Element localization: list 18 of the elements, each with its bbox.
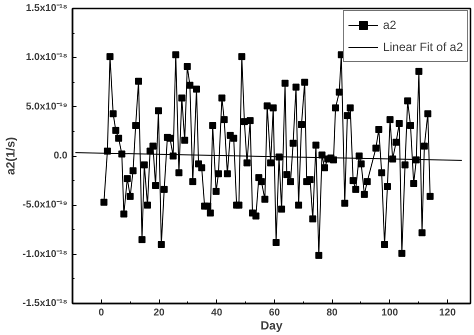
- x-tick-label: 40: [211, 308, 223, 318]
- legend-label: Linear Fit of a2: [382, 40, 463, 54]
- x-axis-title: Day: [260, 318, 283, 332]
- y-tick-label: 1.5x10⁻¹⁸: [26, 3, 68, 14]
- x-tick-label: 60: [268, 308, 280, 318]
- y-axis-title: a2(1/s): [4, 136, 18, 176]
- x-tick-label: 20: [153, 308, 166, 318]
- y-tick-label: 5.0x10⁻¹⁹: [26, 101, 68, 112]
- y-tick-label: -1.0x10⁻¹⁸: [22, 248, 68, 260]
- x-tick-label: 120: [439, 308, 456, 318]
- x-tick-label: 80: [326, 308, 338, 318]
- x-tick-label: 0: [98, 308, 105, 318]
- y-tick-label: -1.5x10⁻¹⁸: [22, 298, 68, 309]
- x-tick-label: 100: [381, 308, 399, 318]
- y-tick-label: 0.0: [54, 150, 68, 162]
- legend-label: a2: [382, 18, 398, 32]
- y-tick-label: -5.0x10⁻¹⁹: [22, 200, 68, 211]
- y-tick-label: 1.0x10⁻¹⁸: [26, 52, 68, 64]
